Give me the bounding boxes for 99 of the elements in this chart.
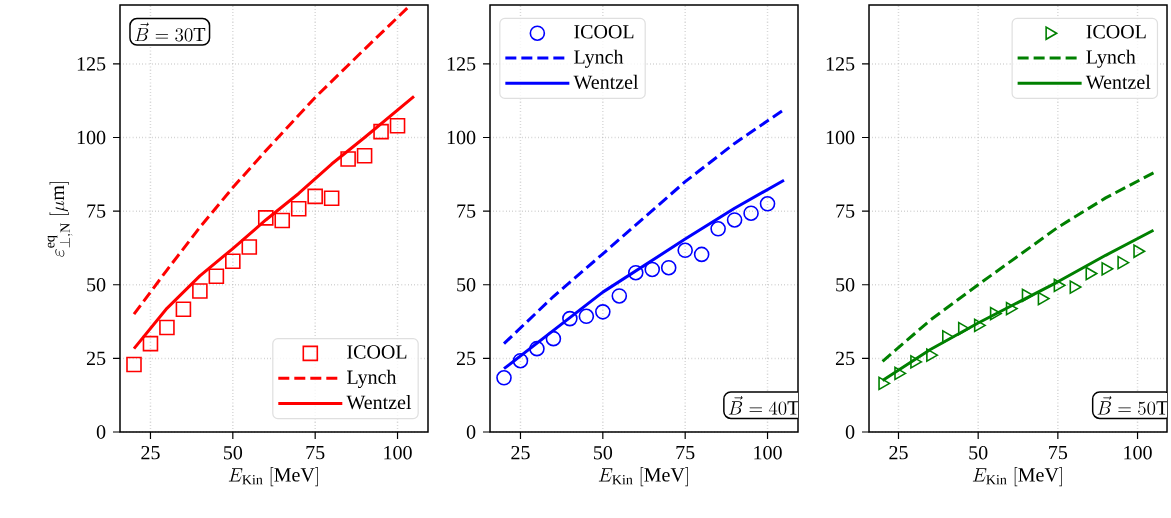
point (957, 321, 971, 336)
point (660, 259, 677, 276)
legend-label: ICOOL (1086, 25, 1146, 39)
point (1069, 280, 1082, 294)
legend-label: ICOOL (347, 345, 407, 359)
line-series (881, 171, 1155, 363)
legend-label: ICOOL (574, 25, 634, 39)
point (257, 210, 274, 226)
x-tick-label: 25 (889, 445, 908, 460)
point (1117, 255, 1130, 270)
x-axis-title: $E_{\mathrm{Kin}}\ [\mathrm{MeV}]$ (972, 467, 1062, 487)
y-axis-title: $\varepsilon^{\mathrm{eq}}_{\perp,\mathrm{N}}\ [\mu\mathrm{m}]$ (47, 182, 73, 257)
y-tick-label: 50 (457, 278, 476, 292)
point (142, 335, 159, 352)
point (208, 268, 225, 285)
point (192, 283, 208, 299)
point (356, 147, 373, 164)
point (595, 304, 611, 320)
point (1037, 291, 1050, 306)
point (910, 355, 923, 369)
point (743, 205, 759, 221)
x-tick-label: 100 (384, 445, 412, 460)
point (545, 330, 562, 347)
line-series (132, 6, 409, 316)
x-tick-label: 75 (1049, 445, 1068, 460)
point (1005, 301, 1018, 316)
legend-label: Lynch (1086, 49, 1136, 68)
point (159, 319, 175, 336)
point (562, 310, 578, 327)
y-tick-label: 100 (77, 130, 106, 145)
x-axis-title: $E_{\mathrm{Kin}}\ [\mathrm{MeV}]$ (228, 467, 318, 487)
point (323, 190, 340, 206)
point (726, 212, 743, 228)
point (710, 221, 726, 237)
point (241, 239, 258, 255)
point (1085, 266, 1098, 281)
point (878, 376, 891, 391)
point (611, 288, 628, 304)
y-tick-label: 25 (835, 351, 855, 366)
point (307, 188, 323, 205)
legend-label: Wentzel (346, 395, 412, 410)
annotation: $\vec{B} = 50\mathrm{T}$ (1097, 395, 1168, 415)
point (340, 151, 356, 167)
point (759, 195, 776, 212)
x-tick-label: 50 (969, 445, 988, 460)
point (512, 352, 529, 369)
point (496, 370, 512, 386)
y-tick-label: 100 (826, 130, 855, 145)
y-tick-label: 0 (466, 425, 476, 439)
point (373, 123, 389, 140)
point (389, 117, 406, 134)
point (1101, 261, 1114, 276)
x-tick-label: 25 (511, 445, 530, 460)
x-tick-label: 75 (676, 445, 695, 460)
point (1021, 288, 1034, 303)
x-tick-label: 50 (594, 445, 613, 460)
point (274, 212, 291, 229)
y-tick-label: 75 (87, 204, 106, 218)
point (644, 261, 661, 278)
point (175, 301, 192, 317)
point (926, 348, 939, 362)
point (529, 340, 545, 357)
y-tick-label: 50 (836, 278, 855, 292)
point (973, 318, 986, 333)
point (627, 264, 644, 281)
annotation: $\vec{B} = 40\mathrm{T}$ (728, 395, 800, 415)
y-tick-label: 25 (456, 351, 476, 366)
point (1133, 244, 1146, 259)
y-tick-label: 25 (86, 351, 106, 366)
point (677, 242, 693, 259)
x-axis-title: $E_{\mathrm{Kin}}\ [\mathrm{MeV}]$ (598, 467, 688, 487)
legend-label: Lynch (574, 49, 624, 68)
point (126, 356, 142, 373)
point (942, 330, 955, 344)
x-tick-label: 75 (306, 445, 325, 460)
point (894, 366, 907, 381)
point (290, 200, 307, 217)
x-tick-label: 25 (141, 445, 160, 460)
x-tick-label: 100 (1124, 445, 1152, 460)
point (693, 246, 710, 263)
point (225, 253, 241, 269)
y-tick-label: 75 (836, 204, 855, 218)
y-tick-label: 0 (96, 425, 106, 439)
point (1053, 278, 1066, 293)
y-tick-label: 75 (457, 204, 476, 218)
y-tick-label: 125 (447, 57, 476, 71)
y-tick-label: 0 (845, 425, 855, 439)
legend-label: Wentzel (573, 74, 639, 90)
y-tick-label: 100 (447, 130, 476, 145)
point (989, 306, 1002, 321)
y-tick-label: 50 (87, 278, 106, 292)
point (578, 308, 595, 325)
legend-label: Lynch (347, 369, 397, 389)
y-tick-label: 125 (826, 57, 855, 71)
annotation: $\vec{B} = 30\mathrm{T}$ (134, 22, 206, 42)
x-tick-label: 50 (223, 445, 243, 460)
y-tick-label: 125 (77, 57, 106, 71)
legend-label: Wentzel (1085, 74, 1151, 90)
x-tick-label: 100 (754, 445, 782, 460)
